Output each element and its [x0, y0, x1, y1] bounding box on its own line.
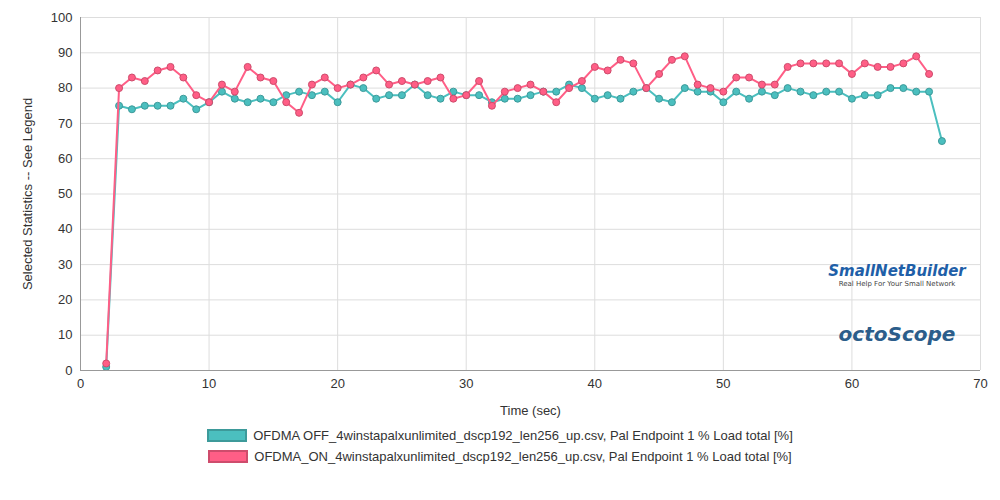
svg-text:30: 30 — [58, 257, 72, 272]
svg-text:70: 70 — [58, 116, 72, 131]
svg-text:20: 20 — [58, 292, 72, 307]
svg-text:0: 0 — [77, 376, 84, 391]
svg-text:40: 40 — [58, 221, 72, 236]
html-text:octoScope: octoScope — [838, 322, 956, 346]
html-text:OFDMA OFF_4winstapalxunlimited: OFDMA OFF_4winstapalxunlimited_dscp192_l… — [253, 428, 793, 443]
svg-text:60: 60 — [845, 376, 859, 391]
html-text:OFDMA_ON_4winstapalxunlimited_: OFDMA_ON_4winstapalxunlimited_dscp192_le… — [254, 449, 792, 464]
svg-text:60: 60 — [58, 151, 72, 166]
svg-text:10: 10 — [202, 376, 216, 391]
svg-text:10: 10 — [58, 327, 72, 342]
svg-text:50: 50 — [716, 376, 730, 391]
svg-text:Selected Statistics -- See Leg: Selected Statistics -- See Legend — [20, 98, 35, 290]
svg-text:20: 20 — [330, 376, 344, 391]
html-text:Real Help For Your Small Netwo: Real Help For Your Small Network — [838, 280, 956, 288]
svg-text:30: 30 — [459, 376, 473, 391]
svg-text:Time (sec): Time (sec) — [500, 403, 561, 418]
svg-text:50: 50 — [58, 186, 72, 201]
svg-text:100: 100 — [51, 10, 73, 25]
svg-text:90: 90 — [58, 45, 72, 60]
svg-text:40: 40 — [588, 376, 602, 391]
html-text:SmallNetBuilder: SmallNetBuilder — [828, 262, 966, 280]
svg-text:0: 0 — [65, 363, 72, 378]
svg-text:70: 70 — [973, 376, 987, 391]
svg-text:80: 80 — [58, 80, 72, 95]
